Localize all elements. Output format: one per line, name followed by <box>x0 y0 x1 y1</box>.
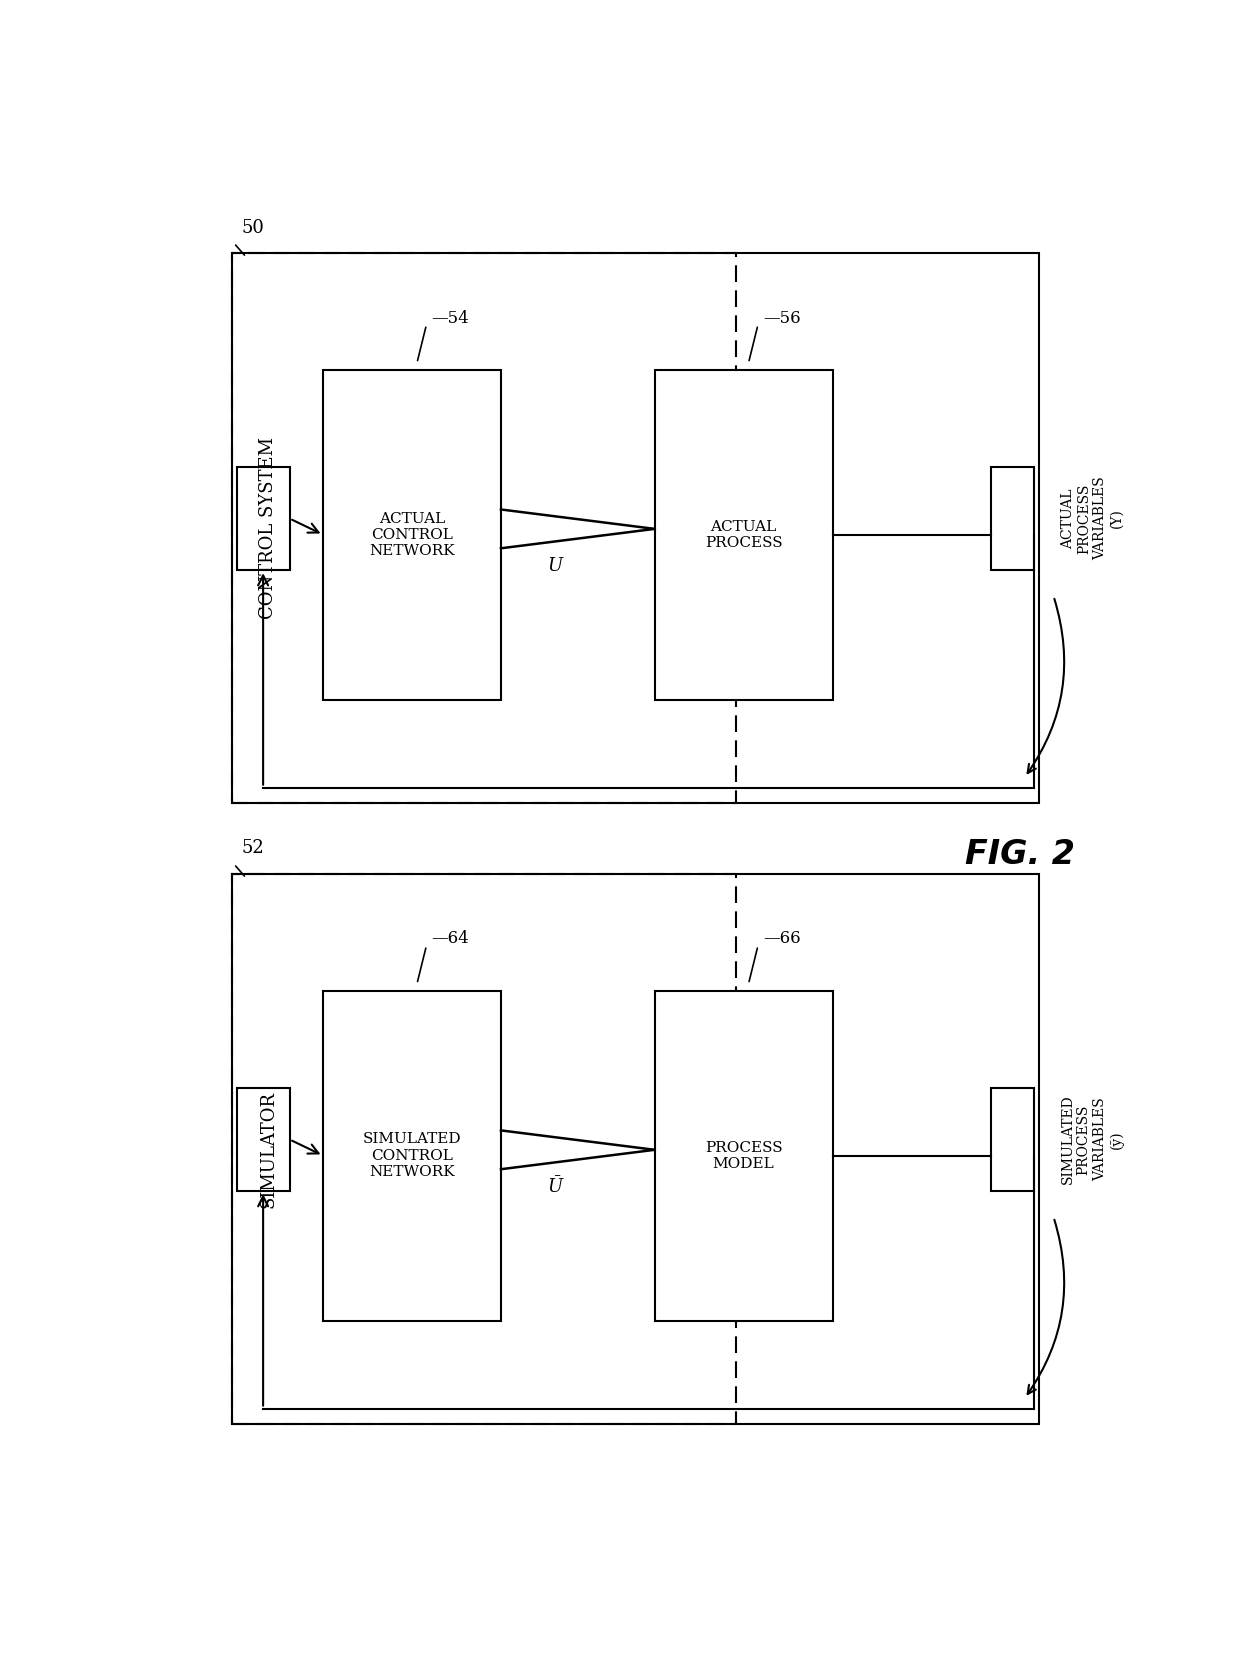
Text: U: U <box>547 558 562 575</box>
Text: —64: —64 <box>432 931 469 948</box>
Text: ACTUAL
PROCESS: ACTUAL PROCESS <box>704 519 782 549</box>
Bar <box>232 254 1039 803</box>
Text: SIMULATED
PROCESS
VARIABLES
(ȳ): SIMULATED PROCESS VARIABLES (ȳ) <box>1060 1095 1123 1184</box>
Text: ACTUAL
CONTROL
NETWORK: ACTUAL CONTROL NETWORK <box>370 511 455 558</box>
Text: FIG. 2: FIG. 2 <box>965 838 1075 872</box>
Text: PROCESS
MODEL: PROCESS MODEL <box>704 1141 782 1171</box>
Bar <box>237 467 290 570</box>
Text: ACTUAL
PROCESS
VARIABLES
(Y): ACTUAL PROCESS VARIABLES (Y) <box>1060 477 1123 561</box>
Text: SIMULATED
CONTROL
NETWORK: SIMULATED CONTROL NETWORK <box>363 1132 461 1179</box>
Text: CONTROL SYSTEM: CONTROL SYSTEM <box>259 437 278 620</box>
Text: 50: 50 <box>242 218 264 237</box>
Text: —66: —66 <box>763 931 801 948</box>
Text: —56: —56 <box>763 309 801 326</box>
Text: 52: 52 <box>242 840 264 857</box>
Bar <box>324 991 501 1320</box>
Bar <box>324 370 501 699</box>
Text: Ū: Ū <box>547 1178 562 1196</box>
Bar <box>655 370 832 699</box>
Bar <box>232 874 1039 1425</box>
Bar <box>991 467 1034 570</box>
Bar <box>237 1087 290 1191</box>
Text: SIMULATOR: SIMULATOR <box>259 1090 278 1208</box>
Bar <box>655 991 832 1320</box>
Text: —54: —54 <box>432 309 469 326</box>
Bar <box>991 1087 1034 1191</box>
